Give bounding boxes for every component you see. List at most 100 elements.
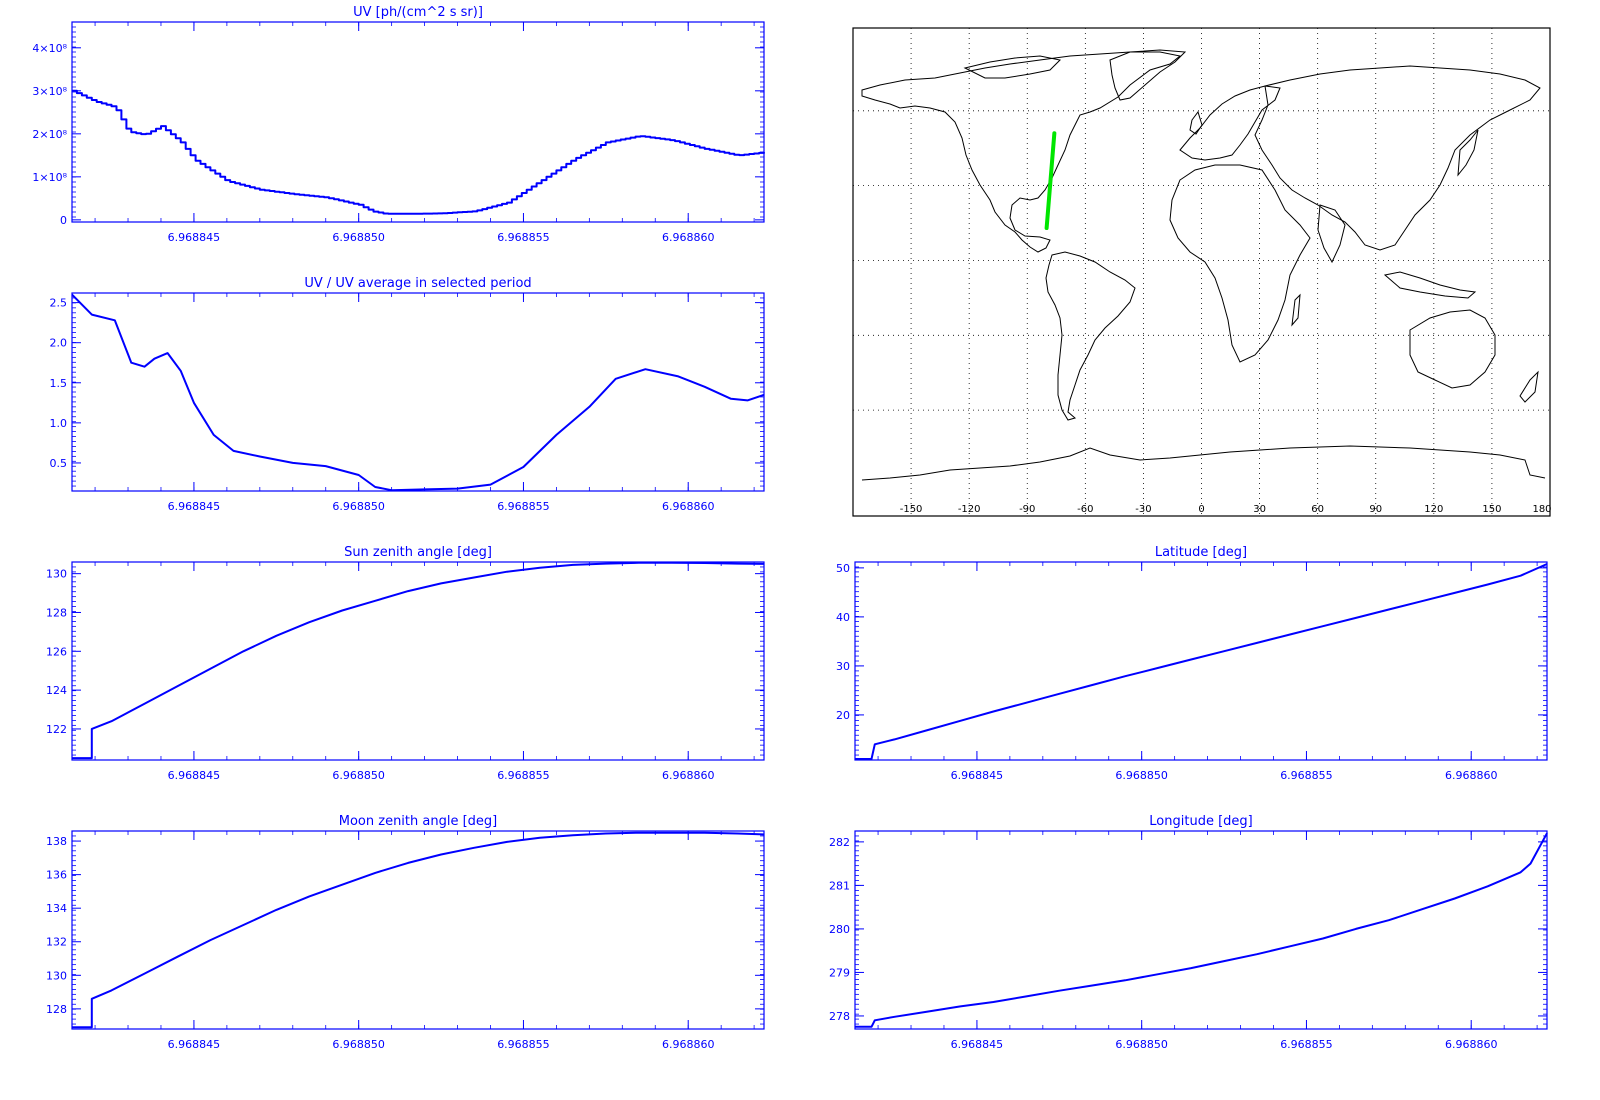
map-lon-label: 90 bbox=[1369, 504, 1382, 515]
longitude-tick-labels: 6.968845 6.968850 6.968855 6.968860 278 279 28… bbox=[829, 836, 1497, 1051]
y-tick-label: 279 bbox=[829, 966, 850, 979]
india-outline bbox=[1317, 204, 1346, 264]
x-tick-label: 6.968855 bbox=[1280, 1038, 1333, 1051]
map-lon-label: -30 bbox=[1135, 504, 1151, 515]
map-lon-label: 180 bbox=[1532, 504, 1551, 515]
sun-zenith-title: Sun zenith angle [deg] bbox=[344, 545, 492, 560]
indonesia-outline bbox=[1383, 271, 1477, 299]
uv-plot-frame bbox=[71, 21, 765, 223]
x-tick-label: 6.968850 bbox=[332, 500, 385, 513]
map-lon-label: -120 bbox=[958, 504, 981, 515]
longitude-series-line bbox=[855, 832, 1548, 1028]
y-tick-label: 281 bbox=[829, 879, 850, 892]
antarctica-outline bbox=[861, 445, 1546, 481]
x-tick-label: 6.968845 bbox=[168, 769, 221, 782]
uk-outline bbox=[1189, 110, 1203, 135]
y-tick-label: 2.5 bbox=[50, 297, 68, 310]
latitude-tick-labels: 6.968845 6.968850 6.968855 6.968860 20 30 40 50 bbox=[836, 562, 1497, 782]
map-lon-label: 150 bbox=[1482, 504, 1501, 515]
japan-outline bbox=[1457, 129, 1479, 177]
australia-outline bbox=[1409, 309, 1496, 389]
uv_ratio-series-line bbox=[71, 293, 765, 492]
south-america-outline bbox=[1045, 251, 1136, 421]
map-lon-label: 120 bbox=[1424, 504, 1443, 515]
x-tick-label: 6.968845 bbox=[168, 500, 221, 513]
map-lon-label: 30 bbox=[1253, 504, 1266, 515]
x-tick-label: 6.968845 bbox=[168, 1038, 221, 1051]
sun_zenith-series-line bbox=[72, 561, 765, 760]
uv-title: UV [ph/(cm^2 s sr)] bbox=[353, 5, 483, 20]
map-longitude-labels: -150 -120 -90 -60 -30 0 30 60 90 120 150 180 bbox=[900, 504, 1552, 515]
longitude-panel: Longitude [deg] 6.968845 6.968850 6.968855… bbox=[829, 814, 1548, 1051]
x-tick-label: 6.968860 bbox=[1445, 1038, 1498, 1051]
sun-zenith-plot-frame bbox=[71, 561, 765, 761]
map-lon-label: 60 bbox=[1311, 504, 1324, 515]
x-tick-label: 6.968845 bbox=[168, 231, 221, 244]
moon-zenith-axis-ticks bbox=[72, 831, 764, 1029]
uv-ratio-tick-labels: 6.968845 6.968850 6.968855 6.968860 0.5 1.0 1.… bbox=[50, 297, 715, 513]
sun-zenith-series bbox=[72, 561, 765, 760]
y-tick-label: 130 bbox=[46, 969, 67, 982]
latitude-series-line bbox=[855, 563, 1548, 760]
x-tick-label: 6.968850 bbox=[1115, 1038, 1168, 1051]
longitude-series bbox=[855, 832, 1548, 1028]
y-tick-label: 132 bbox=[46, 936, 67, 949]
x-tick-label: 6.968855 bbox=[1280, 769, 1333, 782]
asia-outline bbox=[1254, 65, 1541, 251]
map-graticule bbox=[853, 28, 1550, 516]
uv-tick-labels: 6.968845 6.968850 6.968855 6.968860 0 1×10⁸ 2×… bbox=[32, 42, 714, 244]
x-tick-label: 6.968855 bbox=[497, 500, 550, 513]
latitude-series bbox=[855, 563, 1548, 760]
longitude-axis-ticks bbox=[855, 831, 1547, 1029]
x-tick-label: 6.968850 bbox=[332, 1038, 385, 1051]
x-tick-label: 6.968860 bbox=[662, 231, 715, 244]
y-tick-label: 134 bbox=[46, 902, 67, 915]
y-tick-label: 3×10⁸ bbox=[32, 85, 67, 98]
y-tick-label: 0.5 bbox=[50, 457, 68, 470]
y-tick-label: 280 bbox=[829, 923, 850, 936]
y-tick-label: 138 bbox=[46, 835, 67, 848]
sun-zenith-panel: Sun zenith angle [deg] 6.968845 6.968850 6… bbox=[46, 545, 765, 782]
latitude-axis-ticks bbox=[855, 562, 1547, 760]
x-tick-label: 6.968850 bbox=[1115, 769, 1168, 782]
x-tick-label: 6.968850 bbox=[332, 231, 385, 244]
uv-ratio-plot-frame bbox=[71, 292, 765, 492]
longitude-plot-frame bbox=[854, 830, 1548, 1030]
y-tick-label: 136 bbox=[46, 869, 67, 882]
y-tick-label: 40 bbox=[836, 611, 850, 624]
x-tick-label: 6.968860 bbox=[662, 500, 715, 513]
map-lon-label: -60 bbox=[1077, 504, 1093, 515]
y-tick-label: 20 bbox=[836, 709, 850, 722]
moon-zenith-title: Moon zenith angle [deg] bbox=[339, 814, 497, 829]
moon-zenith-panel: Moon zenith angle [deg] 6.968845 6.968850… bbox=[46, 814, 765, 1051]
satellite-ground-track bbox=[1044, 131, 1057, 231]
y-tick-label: 4×10⁸ bbox=[32, 42, 67, 55]
y-tick-label: 278 bbox=[829, 1010, 850, 1023]
y-tick-label: 1×10⁸ bbox=[32, 171, 67, 184]
y-tick-label: 1.5 bbox=[50, 377, 68, 390]
x-tick-label: 6.968855 bbox=[497, 769, 550, 782]
x-tick-label: 6.968850 bbox=[332, 769, 385, 782]
map-lon-label: -90 bbox=[1019, 504, 1035, 515]
moon-zenith-tick-labels: 6.968845 6.968850 6.968855 6.968860 128 130 13… bbox=[46, 835, 714, 1051]
greenland-outline bbox=[1109, 49, 1187, 101]
y-tick-label: 122 bbox=[46, 723, 67, 736]
y-tick-label: 124 bbox=[46, 684, 67, 697]
uv-axis-ticks bbox=[72, 22, 764, 222]
y-tick-label: 2.0 bbox=[50, 337, 68, 350]
y-tick-label: 126 bbox=[46, 645, 67, 658]
africa-outline bbox=[1169, 164, 1311, 363]
latitude-title: Latitude [deg] bbox=[1155, 545, 1247, 560]
x-tick-label: 6.968845 bbox=[951, 1038, 1004, 1051]
europe-outline bbox=[1179, 85, 1281, 161]
world-map-panel: -150 -120 -90 -60 -30 0 30 60 90 120 150 180 bbox=[852, 27, 1552, 517]
y-tick-label: 2×10⁸ bbox=[32, 128, 67, 141]
madagascar-outline bbox=[1291, 293, 1301, 327]
moon-zenith-series bbox=[72, 831, 765, 1029]
x-tick-label: 6.968860 bbox=[1445, 769, 1498, 782]
latitude-plot-frame bbox=[854, 561, 1548, 761]
arctic-islands-outline bbox=[963, 55, 1062, 79]
map-frame bbox=[852, 27, 1551, 517]
uv-series bbox=[72, 89, 765, 215]
y-tick-label: 282 bbox=[829, 836, 850, 849]
